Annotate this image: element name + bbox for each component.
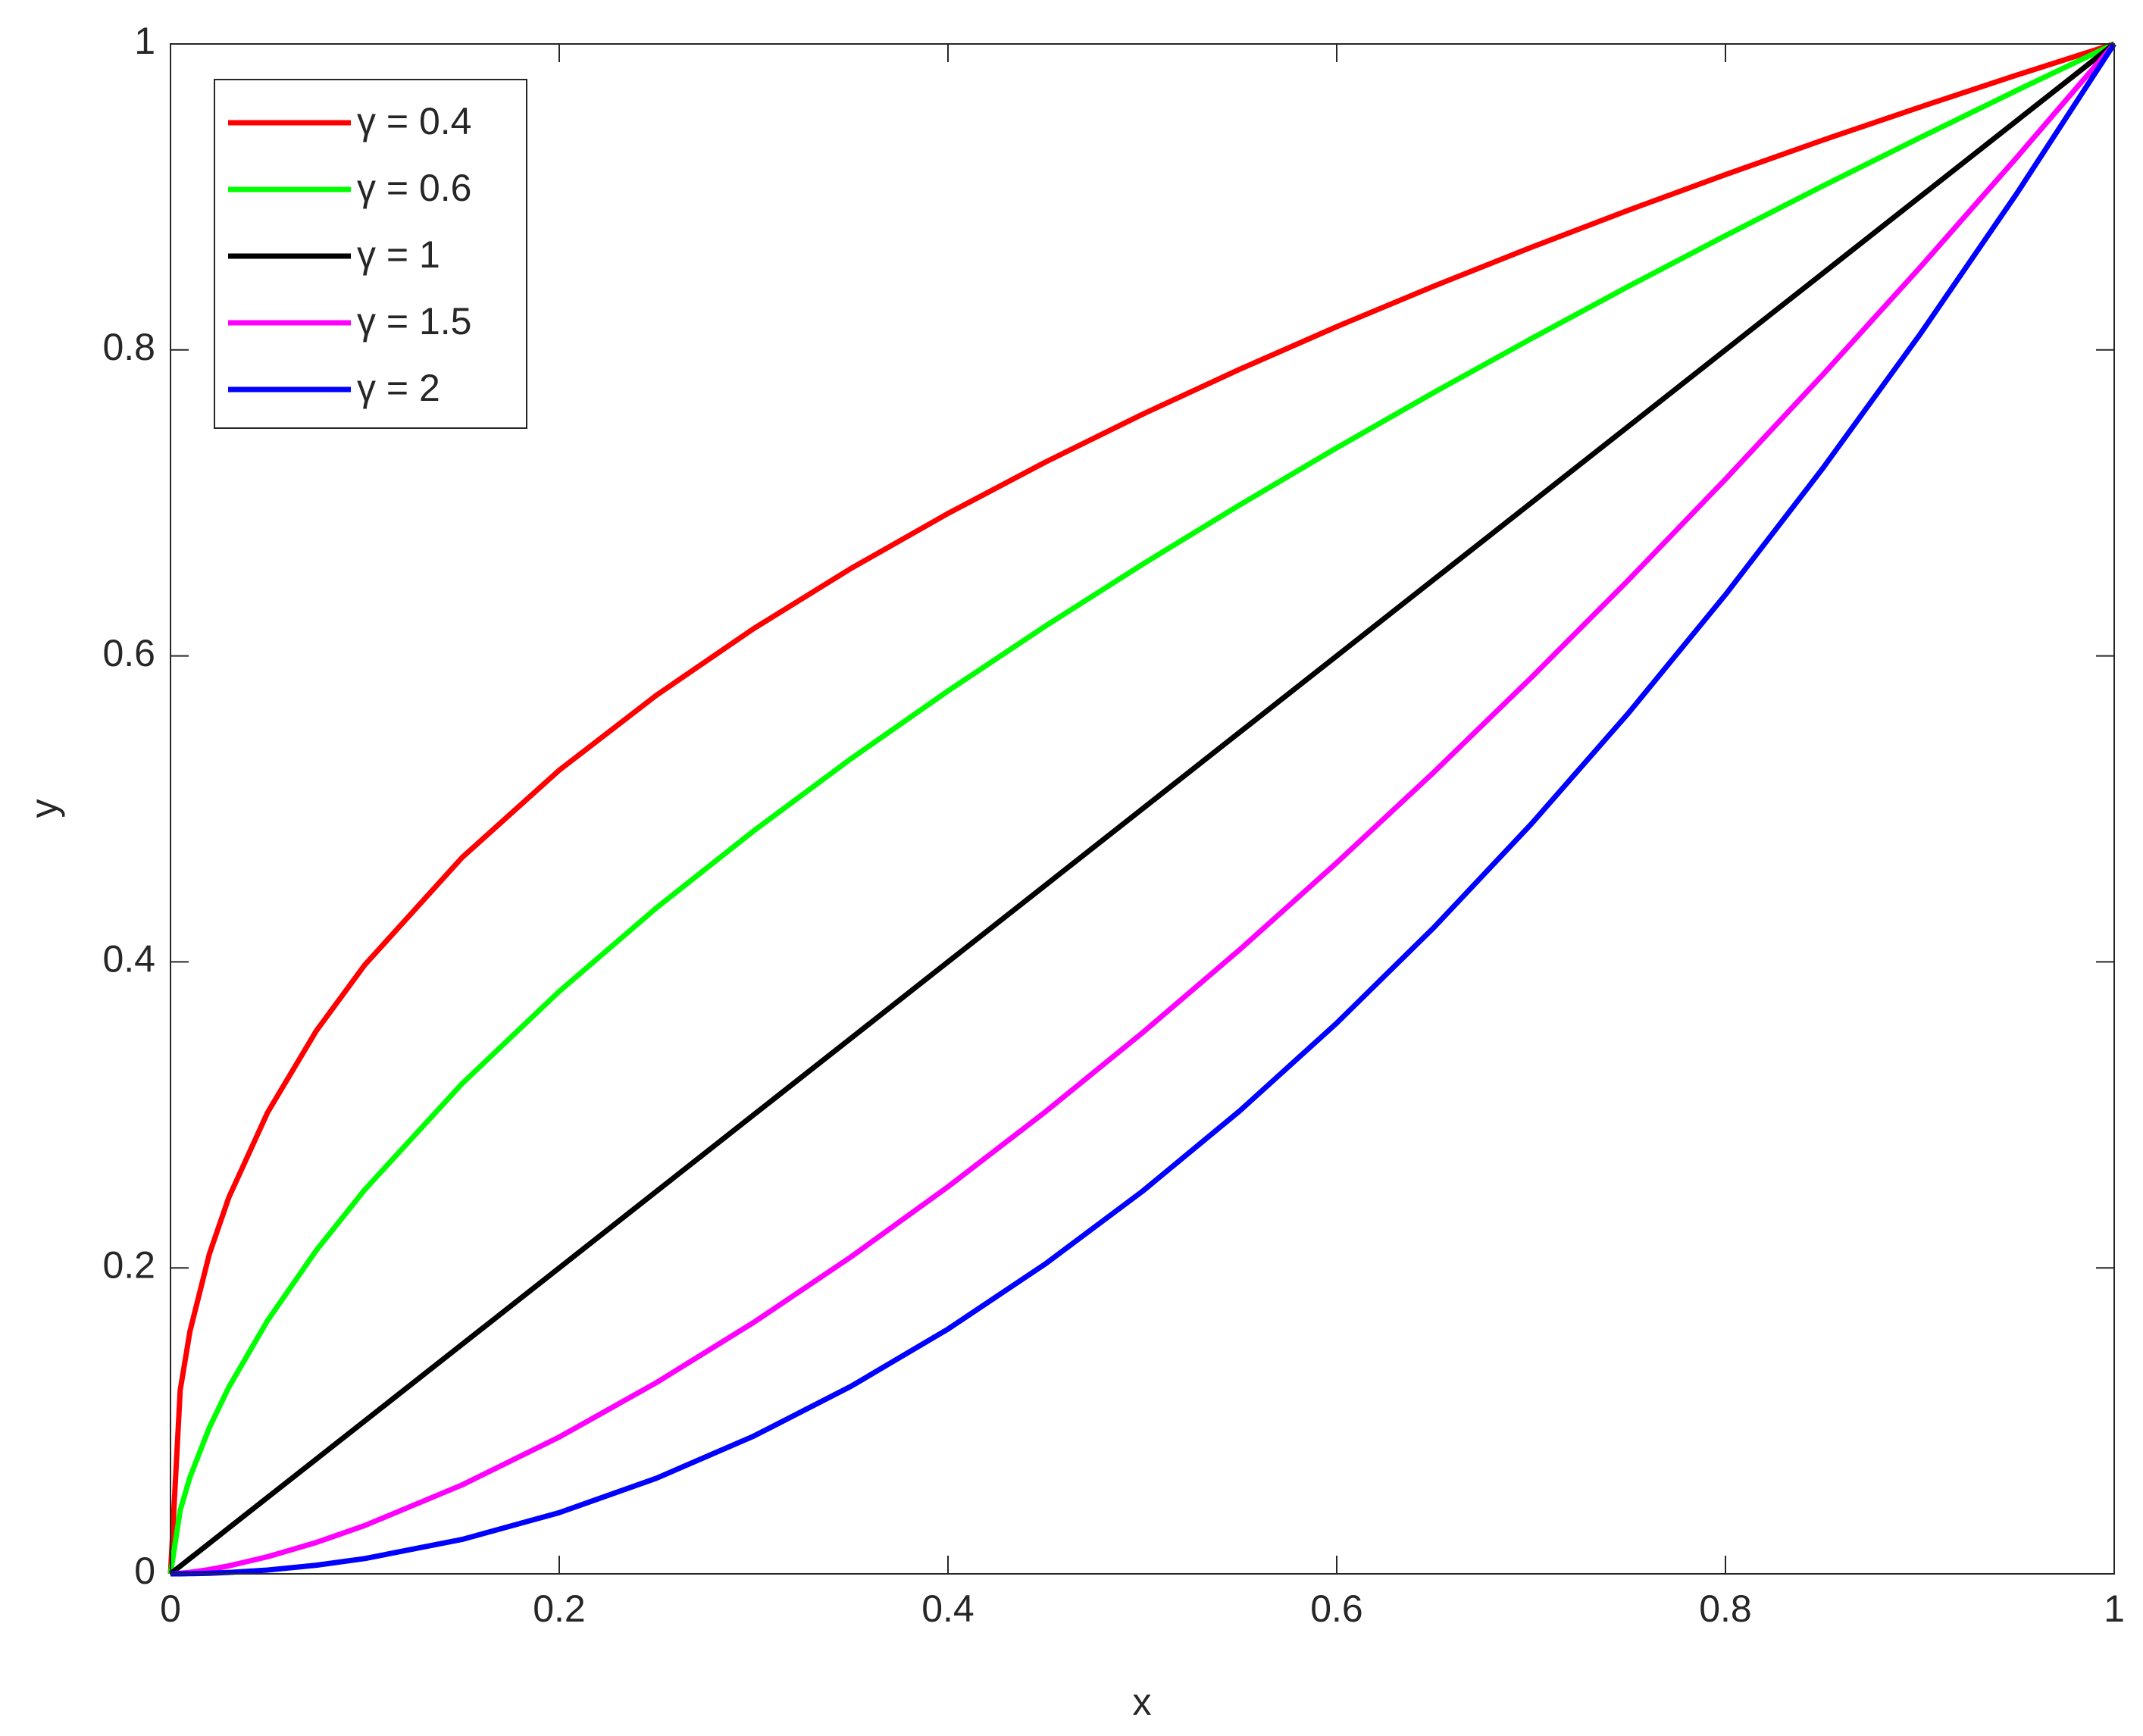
series-line xyxy=(170,42,2116,1577)
y-tick-label: 0 xyxy=(134,1550,155,1592)
legend-label: γ = 0.4 xyxy=(357,100,472,142)
y-tick-label: 1 xyxy=(134,20,155,62)
x-tick-label: 0.8 xyxy=(1699,1587,1752,1630)
legend-label: γ = 1.5 xyxy=(357,300,472,343)
legend-label: γ = 1 xyxy=(357,233,440,276)
plot-frame xyxy=(170,43,2115,1575)
x-axis-label: x xyxy=(1133,1681,1152,1723)
y-axis-label: y xyxy=(23,799,65,818)
x-tick-label: 0 xyxy=(160,1587,181,1630)
series-line xyxy=(167,41,2116,1575)
x-tick-label: 0.4 xyxy=(921,1587,975,1630)
y-tick-label: 0.2 xyxy=(102,1243,155,1286)
legend-label: γ = 0.6 xyxy=(357,167,472,209)
x-tick-label: 1 xyxy=(2104,1587,2125,1630)
series-line xyxy=(170,42,2116,1577)
y-tick-label: 0.8 xyxy=(102,326,155,368)
x-tick-label: 0.2 xyxy=(533,1587,586,1630)
y-tick-label: 0.6 xyxy=(102,632,155,674)
legend-label: γ = 2 xyxy=(357,367,440,409)
x-tick-label: 0.6 xyxy=(1310,1587,1363,1630)
y-tick-label: 0.4 xyxy=(102,938,155,981)
series-line xyxy=(168,42,2116,1576)
series-line xyxy=(167,41,2116,1575)
